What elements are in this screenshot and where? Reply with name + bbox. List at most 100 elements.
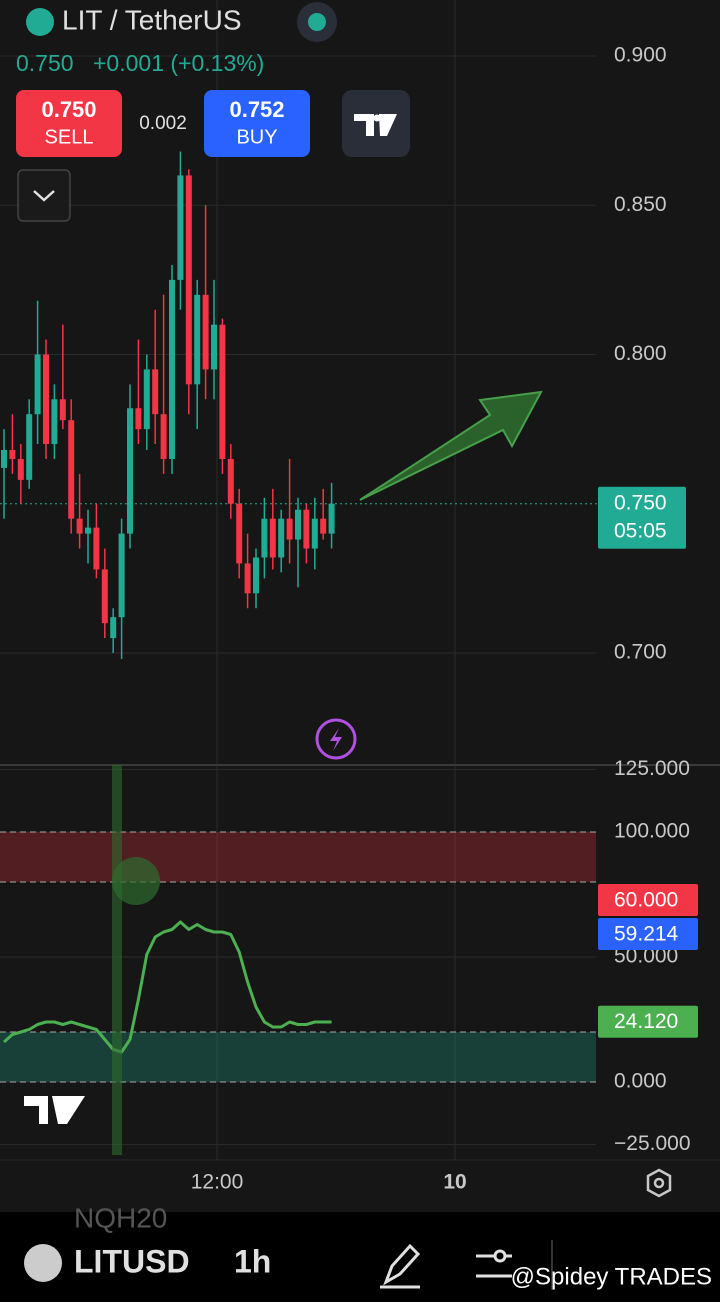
candle-body (1, 450, 7, 468)
candle-body (101, 569, 108, 624)
symbol-logo (26, 8, 54, 36)
candle-body (43, 354, 49, 445)
candle-body (143, 369, 150, 430)
value-tag (598, 917, 698, 950)
flash-icon (330, 728, 342, 751)
candle-body (135, 408, 142, 430)
candle-body (59, 399, 66, 421)
chevron (33, 190, 55, 202)
candle-body (152, 369, 159, 415)
candle-body (286, 518, 293, 540)
value-tag-label: 60.000 (614, 889, 678, 912)
candle-body (93, 527, 100, 570)
price: 0.750 (16, 50, 74, 76)
price-change: +0.001 (+0.13%) (93, 50, 264, 76)
draw-icon[interactable] (380, 1243, 421, 1289)
candle-body (110, 617, 117, 639)
candle-body (185, 175, 192, 385)
arrow-annotation (359, 390, 543, 501)
footer-symbol[interactable]: LITUSD (74, 1243, 190, 1279)
last-price-label: 0.750 (614, 491, 667, 514)
bottom-bar (0, 1212, 720, 1302)
candle-body (253, 557, 259, 594)
candle-body (202, 294, 209, 370)
candle-body (261, 518, 268, 558)
candle-body (269, 518, 276, 558)
value-tag-label: 59.214 (614, 923, 679, 946)
candle-body (68, 420, 75, 519)
candle-body (311, 518, 318, 549)
y-tick-label: 0.000 (614, 1070, 667, 1093)
last-price-tag (598, 486, 686, 549)
countdown-label: 05:05 (614, 519, 667, 542)
tv-button[interactable] (342, 90, 410, 157)
candle-body (303, 509, 310, 549)
candle-body (194, 294, 201, 385)
collapse-button[interactable] (17, 169, 71, 222)
candle-body (127, 408, 133, 534)
settings-icon-center (653, 1177, 665, 1189)
sell-price: 0.750 (41, 97, 96, 122)
status-dot (308, 13, 326, 31)
candle-body (328, 503, 335, 534)
symbol-title: LIT / TetherUS (62, 4, 242, 35)
value-tag-label: 24.120 (614, 1010, 678, 1033)
indicator-line (3, 920, 332, 1054)
band (0, 1032, 596, 1082)
settings-icon[interactable] (646, 1168, 672, 1198)
candle-body (17, 458, 24, 480)
candle-body (219, 324, 226, 459)
y-tick-label: 0.800 (614, 342, 667, 365)
tv-logo-dot (373, 114, 381, 122)
buy-button[interactable] (204, 90, 310, 157)
plot: 0.900 0.850 0.800 0.700 0.750 05:05 125.000 100… (0, 44, 698, 1155)
candle-body (160, 414, 167, 459)
candle-body (244, 563, 251, 594)
candle-body (76, 518, 83, 534)
tv-watermark (24, 1096, 85, 1124)
candle-body (320, 518, 327, 534)
candle-body (278, 518, 285, 558)
candle-body (51, 399, 58, 445)
tv-logo (354, 114, 397, 136)
candle-body (9, 450, 16, 459)
buy-price: 0.752 (229, 97, 284, 122)
y-tick-label: 100.000 (614, 820, 690, 843)
indicator-knob (493, 1249, 507, 1263)
candle-body (211, 324, 217, 370)
buy-label: BUY (236, 126, 277, 148)
y-tick-label: 0.700 (614, 641, 667, 664)
candle-body (295, 509, 301, 540)
cursor-highlight (112, 765, 122, 1155)
watermark: @Spidey TRADES (511, 1263, 712, 1290)
time-label: 10 (443, 1171, 466, 1194)
candle-body (177, 175, 184, 280)
y-tick-label: 125.000 (614, 757, 690, 780)
time-label: 12:00 (191, 1171, 244, 1194)
candle-body (236, 503, 243, 564)
candle-body (118, 533, 125, 618)
y-tick-label: −25.000 (614, 1132, 691, 1155)
value-tag (598, 1005, 698, 1038)
y-tick-label: 0.850 (614, 193, 667, 216)
value-tag (598, 883, 698, 916)
sell-label: SELL (45, 126, 94, 148)
footer-interval[interactable]: 1h (234, 1243, 271, 1279)
footer-logo (24, 1244, 62, 1282)
candle-body (34, 354, 41, 415)
candle-body (85, 527, 91, 534)
sell-button[interactable] (16, 90, 122, 157)
candle-body (169, 279, 175, 459)
candle-body (26, 414, 33, 480)
spread: 0.002 (139, 113, 187, 134)
y-tick-label: 50.000 (614, 945, 678, 968)
y-tick-label: 0.900 (614, 44, 667, 67)
candle-body (227, 458, 234, 504)
watch-item: NQH20 (74, 1202, 167, 1233)
band (0, 832, 596, 882)
flash-button[interactable] (315, 718, 357, 760)
cursor-dot (112, 857, 160, 905)
